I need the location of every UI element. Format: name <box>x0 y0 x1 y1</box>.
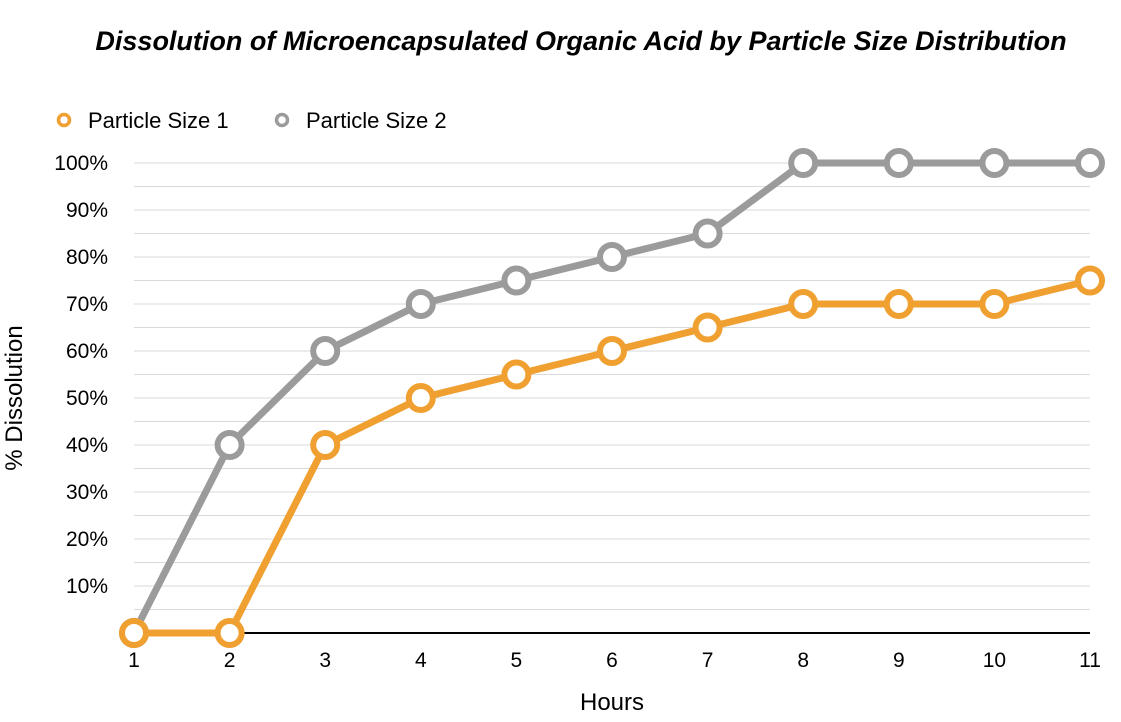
series-group <box>130 277 1094 637</box>
data-point <box>788 289 819 319</box>
x-tick-label: 9 <box>893 649 905 672</box>
y-tick-label: 10% <box>66 575 108 598</box>
data-point <box>883 289 914 319</box>
data-point <box>1075 148 1105 178</box>
x-axis-title: Hours <box>580 689 644 716</box>
y-tick-label: 100% <box>54 152 108 175</box>
data-point <box>119 618 149 648</box>
data-point <box>310 336 341 366</box>
y-tick-label: 50% <box>66 387 108 410</box>
x-tick-label: 8 <box>797 649 809 672</box>
data-point <box>501 265 532 296</box>
data-point <box>310 430 341 460</box>
chart-title: Dissolution of Microencapsulated Organic… <box>95 26 1066 56</box>
data-point <box>405 383 436 413</box>
series-line <box>130 277 1094 637</box>
y-axis-title: % Dissolution <box>1 325 28 470</box>
legend: Particle Size 1 Particle Size 2 <box>56 108 447 133</box>
data-point <box>979 289 1010 319</box>
data-point <box>214 430 245 460</box>
legend-label: Particle Size 1 <box>88 108 229 133</box>
x-tick-label: 10 <box>983 649 1006 672</box>
legend-label: Particle Size 2 <box>306 108 447 133</box>
data-point <box>692 312 723 343</box>
data-point <box>597 242 627 272</box>
y-tick-label: 40% <box>66 434 108 457</box>
y-axis-tick-labels: 10% 20% 30% 40% 50% 60% 70% 80% 90% 100% <box>54 152 108 598</box>
x-tick-label: 5 <box>511 649 523 672</box>
y-tick-label: 70% <box>66 293 108 316</box>
x-tick-label: 7 <box>702 649 714 672</box>
data-point <box>1075 265 1105 296</box>
y-tick-label: 80% <box>66 246 108 269</box>
x-axis-tick-labels: 1 2 3 4 5 6 7 8 9 10 11 <box>128 649 1101 672</box>
data-point <box>597 336 627 366</box>
x-tick-label: 6 <box>606 649 618 672</box>
y-tick-label: 30% <box>66 481 108 504</box>
y-tick-label: 20% <box>66 528 108 551</box>
data-point <box>883 148 914 178</box>
data-point <box>405 289 436 319</box>
legend-marker-icon <box>274 112 290 128</box>
legend-marker-icon <box>56 112 72 128</box>
y-tick-label: 60% <box>66 340 108 363</box>
data-point <box>501 359 532 390</box>
x-tick-label: 11 <box>1079 649 1101 672</box>
data-point <box>214 618 245 648</box>
x-tick-label: 1 <box>128 649 140 672</box>
series-markers <box>119 265 1105 648</box>
legend-item: Particle Size 2 <box>274 108 447 133</box>
y-tick-label: 90% <box>66 199 108 222</box>
data-point <box>979 148 1010 178</box>
data-point <box>692 218 723 249</box>
x-tick-label: 2 <box>224 649 236 672</box>
data-point <box>788 148 819 178</box>
x-tick-label: 4 <box>415 649 427 672</box>
x-tick-label: 3 <box>319 649 331 672</box>
series-layer <box>119 148 1105 648</box>
legend-item: Particle Size 1 <box>56 108 229 133</box>
